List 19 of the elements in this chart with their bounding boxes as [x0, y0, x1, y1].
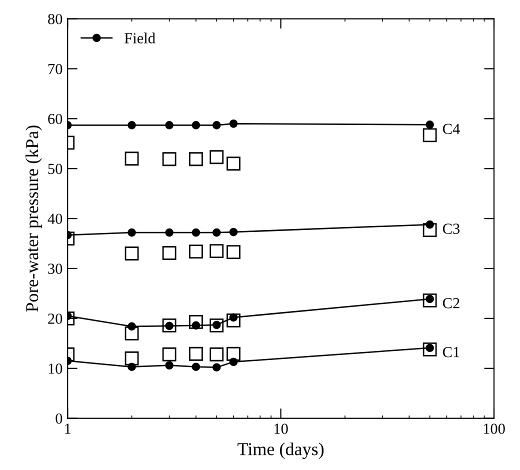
y-tick-label: 70	[48, 64, 62, 74]
y-axis-title: Pore-water pressure (kPa)	[26, 126, 42, 312]
y-tick-label: 30	[48, 264, 62, 274]
x-tick-label: 100	[484, 424, 505, 434]
y-tick-label: 40	[48, 214, 62, 224]
y-tick-label: 0	[56, 413, 62, 424]
y-tick-label: 60	[48, 114, 62, 124]
legend-label: Field	[124, 32, 156, 44]
y-tick-label: 80	[48, 14, 62, 24]
annotation: C2	[442, 298, 460, 308]
y-tick-label: 10	[48, 364, 62, 374]
annotation: C3	[442, 224, 460, 234]
annotation: C1	[442, 347, 460, 358]
y-tick-label: 50	[48, 164, 62, 174]
x-tick-label: 1	[65, 424, 71, 434]
x-axis-title: Time (days)	[238, 442, 324, 459]
annotation: C4	[442, 124, 460, 134]
x-tick-label: 10	[274, 424, 288, 434]
y-tick-label: 20	[48, 314, 62, 324]
